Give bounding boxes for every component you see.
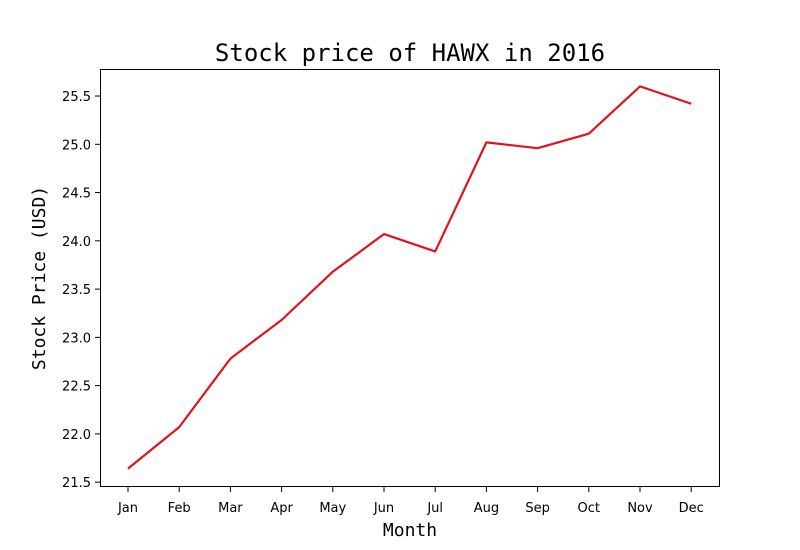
y-tick-label: 23.0 [62, 331, 91, 346]
y-tick-label: 23.5 [62, 283, 91, 298]
x-tick-label: Jun [373, 501, 394, 516]
y-tick-label: 25.5 [62, 90, 91, 105]
x-tick-label: Oct [578, 501, 600, 516]
x-tick-label: Aug [474, 501, 499, 516]
chart-title: Stock price of HAWX in 2016 [215, 39, 605, 67]
x-tick-label: Mar [218, 501, 243, 516]
y-axis-label: Stock Price (USD) [29, 186, 50, 370]
y-tick-label: 25.0 [62, 138, 91, 153]
x-axis-label: Month [383, 520, 437, 541]
series-line [127, 85, 692, 470]
x-tick-label: Apr [270, 501, 293, 516]
y-tick-label: 21.5 [62, 476, 91, 491]
x-tick-label: Feb [168, 501, 191, 516]
x-tick-label: Nov [627, 501, 653, 516]
x-tick-label: Sep [525, 501, 550, 516]
x-axis: Jan Feb Mar Apr May Jun Jul Aug Sep Oct Nov Dec [117, 487, 704, 516]
x-tick-label: Dec [679, 501, 704, 516]
x-tick-label: Jan [117, 501, 138, 516]
y-tick-label: 22.5 [62, 380, 91, 395]
y-tick-label: 22.0 [62, 428, 91, 443]
y-tick-label: 24.5 [62, 187, 91, 202]
x-tick-label: May [319, 501, 346, 516]
x-tick-label: Jul [426, 501, 443, 516]
y-axis: 21.5 22.0 22.5 23.0 23.5 24.0 24.5 25.0 25.5 [62, 90, 100, 491]
plot-frame [100, 69, 720, 487]
y-tick-label: 24.0 [62, 235, 91, 250]
series-group [127, 85, 692, 470]
